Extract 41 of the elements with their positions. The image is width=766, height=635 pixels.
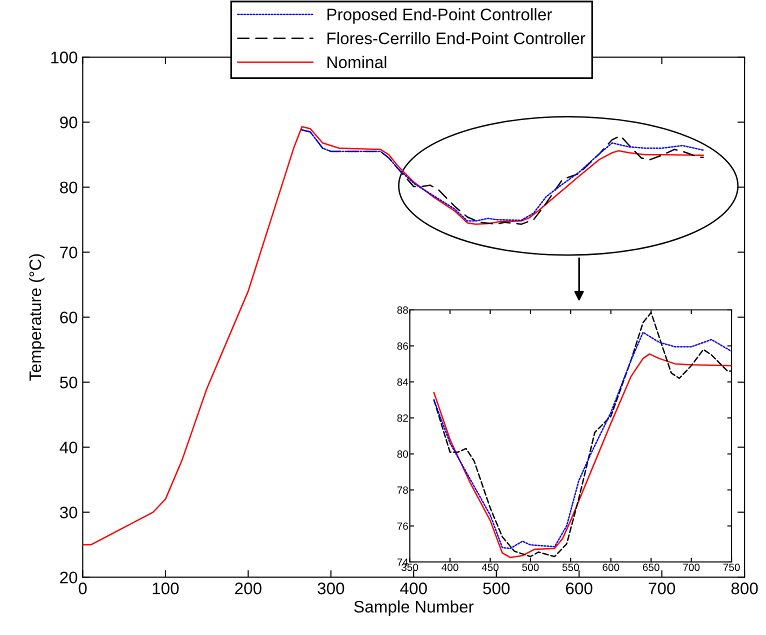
- y-tick-label: 86: [397, 342, 408, 350]
- legend-label: Proposed End-Point Controller: [328, 8, 552, 24]
- x-axis-title: Sample Number: [354, 600, 474, 616]
- y-tick-label: 78: [397, 486, 408, 494]
- x-tick-label: 500: [483, 582, 510, 594]
- line-series: [82, 126, 704, 546]
- y-tick-label: 30: [60, 506, 78, 518]
- y-tick-label: 74: [397, 558, 408, 566]
- x-tick-label: 800: [731, 582, 758, 594]
- y-tick-label: 84: [397, 378, 408, 386]
- y-tick-label: 82: [397, 414, 408, 422]
- y-tick-label: 50: [60, 376, 78, 388]
- x-tick-label: 0: [78, 582, 87, 594]
- legend-label: Nominal: [328, 56, 386, 68]
- x-tick-label: 500: [522, 564, 539, 572]
- x-tick-label: 300: [318, 582, 344, 594]
- x-tick-label: 450: [482, 564, 499, 572]
- y-tick-label: 60: [60, 312, 78, 324]
- x-tick-label: 350: [402, 564, 418, 572]
- x-tick-label: 700: [648, 582, 676, 594]
- y-tick-label: 90: [60, 116, 78, 128]
- y-tick-label: 80: [60, 182, 78, 194]
- x-tick-label: 100: [152, 582, 179, 594]
- y-tick-label: 88: [397, 306, 408, 314]
- legend-label: Flores-Cerrillo End-Point Controller: [328, 32, 586, 44]
- y-tick-label: 76: [397, 522, 408, 530]
- x-tick-label: 600: [566, 582, 592, 594]
- y-tick-label: 20: [60, 572, 78, 584]
- y-axis-title: Temperature (°C): [28, 254, 45, 381]
- x-tick-label: 400: [442, 564, 458, 572]
- x-tick-label: 650: [642, 564, 660, 572]
- y-tick-label: 40: [60, 442, 78, 454]
- x-tick-label: 600: [602, 564, 620, 572]
- y-tick-label: 100: [51, 52, 78, 64]
- x-tick-label: 550: [562, 564, 579, 572]
- x-tick-label: 750: [723, 564, 740, 572]
- y-tick-label: 80: [397, 450, 408, 458]
- x-tick-label: 200: [235, 582, 262, 594]
- x-tick-label: 700: [683, 564, 700, 572]
- x-tick-label: 400: [400, 582, 427, 594]
- y-tick-label: 70: [60, 246, 78, 258]
